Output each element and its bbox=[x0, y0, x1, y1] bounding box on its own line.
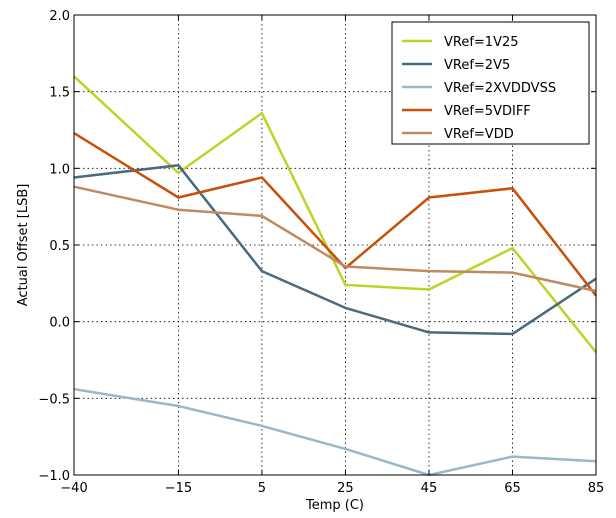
y-tick-label: 1.5 bbox=[49, 86, 70, 101]
legend-label-vref-vdd: VRef=VDD bbox=[444, 127, 514, 142]
x-tick-label: 65 bbox=[504, 481, 521, 496]
x-axis-title: Temp (C) bbox=[305, 498, 364, 513]
x-tick-label: −15 bbox=[165, 481, 192, 496]
y-tick-label: −1.0 bbox=[38, 469, 70, 484]
legend-label-vref-2v5: VRef=2V5 bbox=[444, 58, 510, 73]
x-tick-label: 45 bbox=[421, 481, 438, 496]
y-tick-label: −0.5 bbox=[38, 392, 70, 407]
y-axis-title: Actual Offset [LSB] bbox=[16, 184, 31, 307]
y-tick-label: 0.0 bbox=[49, 316, 70, 331]
x-tick-label: −40 bbox=[60, 481, 87, 496]
y-tick-label: 2.0 bbox=[49, 9, 70, 24]
series-layer bbox=[73, 75, 597, 477]
legend-label-vref-5vdiff: VRef=5VDIFF bbox=[444, 104, 531, 119]
x-tick-label: 25 bbox=[337, 481, 354, 496]
series-line-vref-2v5 bbox=[73, 164, 597, 336]
legend-label-vref-1v25: VRef=1V25 bbox=[444, 35, 519, 50]
series-line-vref-2xvddvss bbox=[73, 387, 597, 477]
legend-box bbox=[391, 21, 590, 145]
legend: VRef=1V25 VRef=2V5 VRef=2XVDDVSS VRef=5VDIF… bbox=[391, 21, 590, 145]
series-line-vref-5vdiff bbox=[73, 132, 597, 297]
tick-layer: −40 −15 5 25 45 65 85 −1.0 −0.5 0.0 0.5 1.0 1.5 2.0 bbox=[38, 9, 604, 496]
series-line-vref-1v25 bbox=[73, 75, 597, 354]
y-tick-label: 0.5 bbox=[49, 239, 70, 254]
legend-label-vref-2xvddvss: VRef=2XVDDVSS bbox=[444, 81, 556, 96]
y-tick-label: 1.0 bbox=[49, 162, 70, 177]
x-tick-label: 5 bbox=[258, 481, 266, 496]
x-tick-label: 85 bbox=[588, 481, 605, 496]
series-line-vref-vdd bbox=[73, 185, 597, 293]
